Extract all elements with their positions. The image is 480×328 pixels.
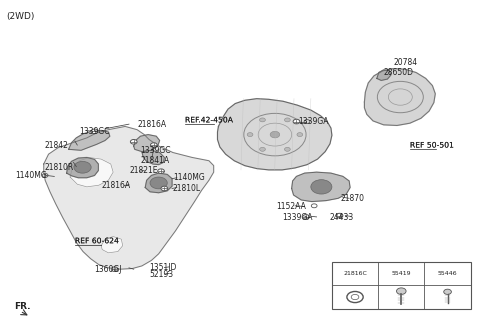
Polygon shape <box>67 157 98 178</box>
Text: 1140MG: 1140MG <box>173 173 205 182</box>
Text: 1152AA: 1152AA <box>276 202 306 211</box>
Circle shape <box>285 147 290 151</box>
Polygon shape <box>217 99 332 170</box>
Circle shape <box>303 215 310 219</box>
Circle shape <box>285 118 290 122</box>
Circle shape <box>396 288 406 295</box>
Circle shape <box>111 267 118 272</box>
Text: 55446: 55446 <box>438 271 457 276</box>
Text: 24433: 24433 <box>330 213 354 222</box>
Polygon shape <box>364 69 435 125</box>
Text: REF 60-624: REF 60-624 <box>75 236 119 245</box>
Text: 21842: 21842 <box>45 141 69 150</box>
Text: 21870: 21870 <box>340 194 364 203</box>
Circle shape <box>131 139 137 144</box>
Circle shape <box>150 177 167 189</box>
Text: 21816A: 21816A <box>101 181 131 190</box>
Polygon shape <box>70 157 113 187</box>
Circle shape <box>270 131 280 138</box>
Polygon shape <box>292 172 350 202</box>
Text: 28650D: 28650D <box>384 68 414 77</box>
Circle shape <box>444 289 451 295</box>
Text: 21816C: 21816C <box>343 271 367 276</box>
Text: 21810R: 21810R <box>45 163 74 172</box>
Circle shape <box>336 213 343 218</box>
Bar <box>332 262 471 309</box>
Circle shape <box>161 186 168 191</box>
Text: REF 50-501: REF 50-501 <box>410 141 454 150</box>
Polygon shape <box>145 173 172 193</box>
Circle shape <box>157 169 164 174</box>
Circle shape <box>74 161 91 173</box>
Text: 1140MG: 1140MG <box>15 171 47 180</box>
Text: REF.42-450A: REF.42-450A <box>185 115 233 124</box>
Circle shape <box>293 119 300 124</box>
Circle shape <box>311 180 332 194</box>
Text: 1351JD: 1351JD <box>149 263 177 272</box>
Circle shape <box>260 147 265 151</box>
Text: 1339GC: 1339GC <box>80 127 110 136</box>
Text: 21816A: 21816A <box>137 120 166 129</box>
Circle shape <box>151 143 157 147</box>
Text: 55419: 55419 <box>392 271 411 276</box>
Text: 1360GJ: 1360GJ <box>94 265 121 274</box>
Polygon shape <box>44 126 214 269</box>
Polygon shape <box>142 150 164 165</box>
Circle shape <box>91 129 98 133</box>
Circle shape <box>260 118 265 122</box>
Polygon shape <box>69 130 110 150</box>
Polygon shape <box>134 134 159 152</box>
Text: 20784: 20784 <box>393 58 417 67</box>
Text: 21841A: 21841A <box>141 156 169 165</box>
Text: 52193: 52193 <box>149 270 173 279</box>
Text: 21821E: 21821E <box>130 166 158 175</box>
Polygon shape <box>101 236 123 253</box>
Text: 1339GC: 1339GC <box>141 146 171 155</box>
Circle shape <box>297 133 303 136</box>
Text: FR.: FR. <box>14 302 31 311</box>
Circle shape <box>247 133 253 136</box>
Text: 1339GA: 1339GA <box>299 117 329 126</box>
Polygon shape <box>377 70 391 80</box>
Text: (2WD): (2WD) <box>6 12 35 21</box>
Text: 21810L: 21810L <box>173 184 201 193</box>
Text: 1339GA: 1339GA <box>282 213 312 222</box>
